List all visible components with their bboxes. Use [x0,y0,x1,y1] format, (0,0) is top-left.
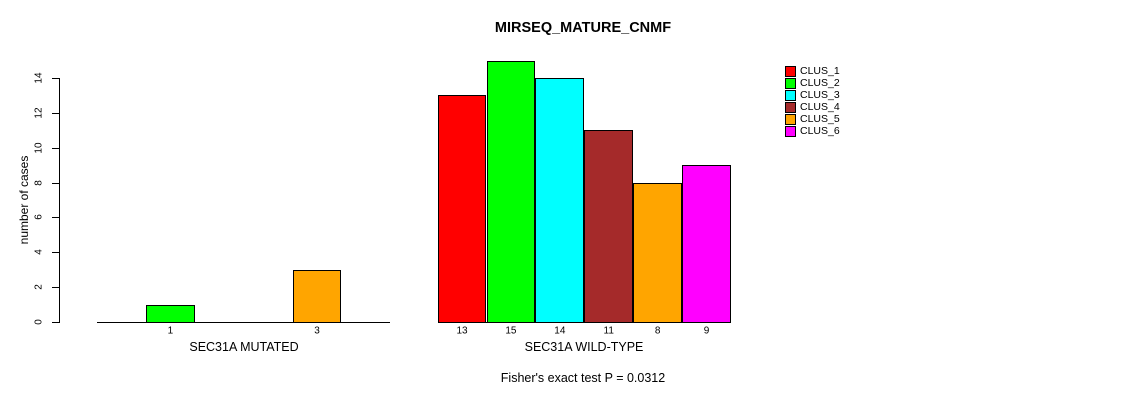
y-axis-tick-label: 14 [33,72,45,84]
legend-color-swatch [785,90,796,101]
cluster-bar [682,165,731,323]
legend-color-swatch [785,102,796,113]
legend-entry: CLUS_2 [785,78,840,89]
y-axis-tick [52,78,59,79]
legend-color-swatch [785,126,796,137]
legend-color-swatch [785,66,796,77]
y-axis-tick-label: 4 [33,249,45,256]
y-axis-tick [52,147,59,149]
cluster-bar [535,78,585,323]
cluster-bar [145,304,195,323]
y-axis-tick-label: 10 [33,142,45,154]
y-axis-tick [52,252,59,254]
y-axis-tick [52,287,59,289]
legend-label: CLUS_3 [800,89,840,101]
legend-color-swatch [785,78,796,89]
legend-label: CLUS_2 [800,77,840,89]
y-axis-tick-label: 2 [33,284,45,290]
bar-count-label: 3 [314,325,320,337]
legend-color-swatch [785,114,796,125]
bar-count-label: 13 [456,325,468,337]
fisher-test-annotation: Fisher's exact test P = 0.0312 [500,371,666,385]
legend-label: CLUS_4 [800,101,840,113]
y-axis-tick-label: 6 [33,214,45,221]
y-axis-label: number of cases [17,155,31,245]
y-axis-tick [52,217,59,219]
group-baseline [97,322,391,323]
y-axis-tick-label: 8 [33,179,45,186]
cluster-bar [633,182,683,323]
bar-count-label: 11 [603,325,614,337]
legend-entry: CLUS_1 [785,66,840,77]
y-axis-tick [52,182,59,184]
legend-label: CLUS_5 [800,113,840,125]
bar-count-label: 8 [654,325,661,337]
group-label-mutated: SEC31A MUTATED [189,340,299,354]
legend-entry: CLUS_5 [785,114,840,125]
legend-entry: CLUS_4 [785,102,840,113]
cluster-bar [292,269,342,323]
y-axis-tick [52,322,59,323]
bar-count-label: 14 [554,325,566,337]
legend-entry: CLUS_6 [785,126,840,137]
cluster-bar [437,95,487,323]
y-axis-tick-label: 12 [33,107,45,119]
legend-entry: CLUS_3 [785,90,840,101]
legend-label: CLUS_6 [800,125,840,137]
y-axis-tick-label: 0 [33,319,45,325]
group-baseline [437,322,731,323]
cluster-bar [584,130,634,323]
bar-count-label: 1 [167,325,174,337]
y-axis-tick [52,112,59,114]
group-label-wildtype: SEC31A WILD-TYPE [524,340,644,354]
y-axis-line [59,78,60,323]
legend-label: CLUS_1 [800,65,840,77]
bar-count-label: 9 [703,325,710,337]
chart-title: MIRSEQ_MATURE_CNMF [494,20,672,36]
cluster-bar [486,60,536,323]
bar-count-label: 15 [505,325,517,337]
